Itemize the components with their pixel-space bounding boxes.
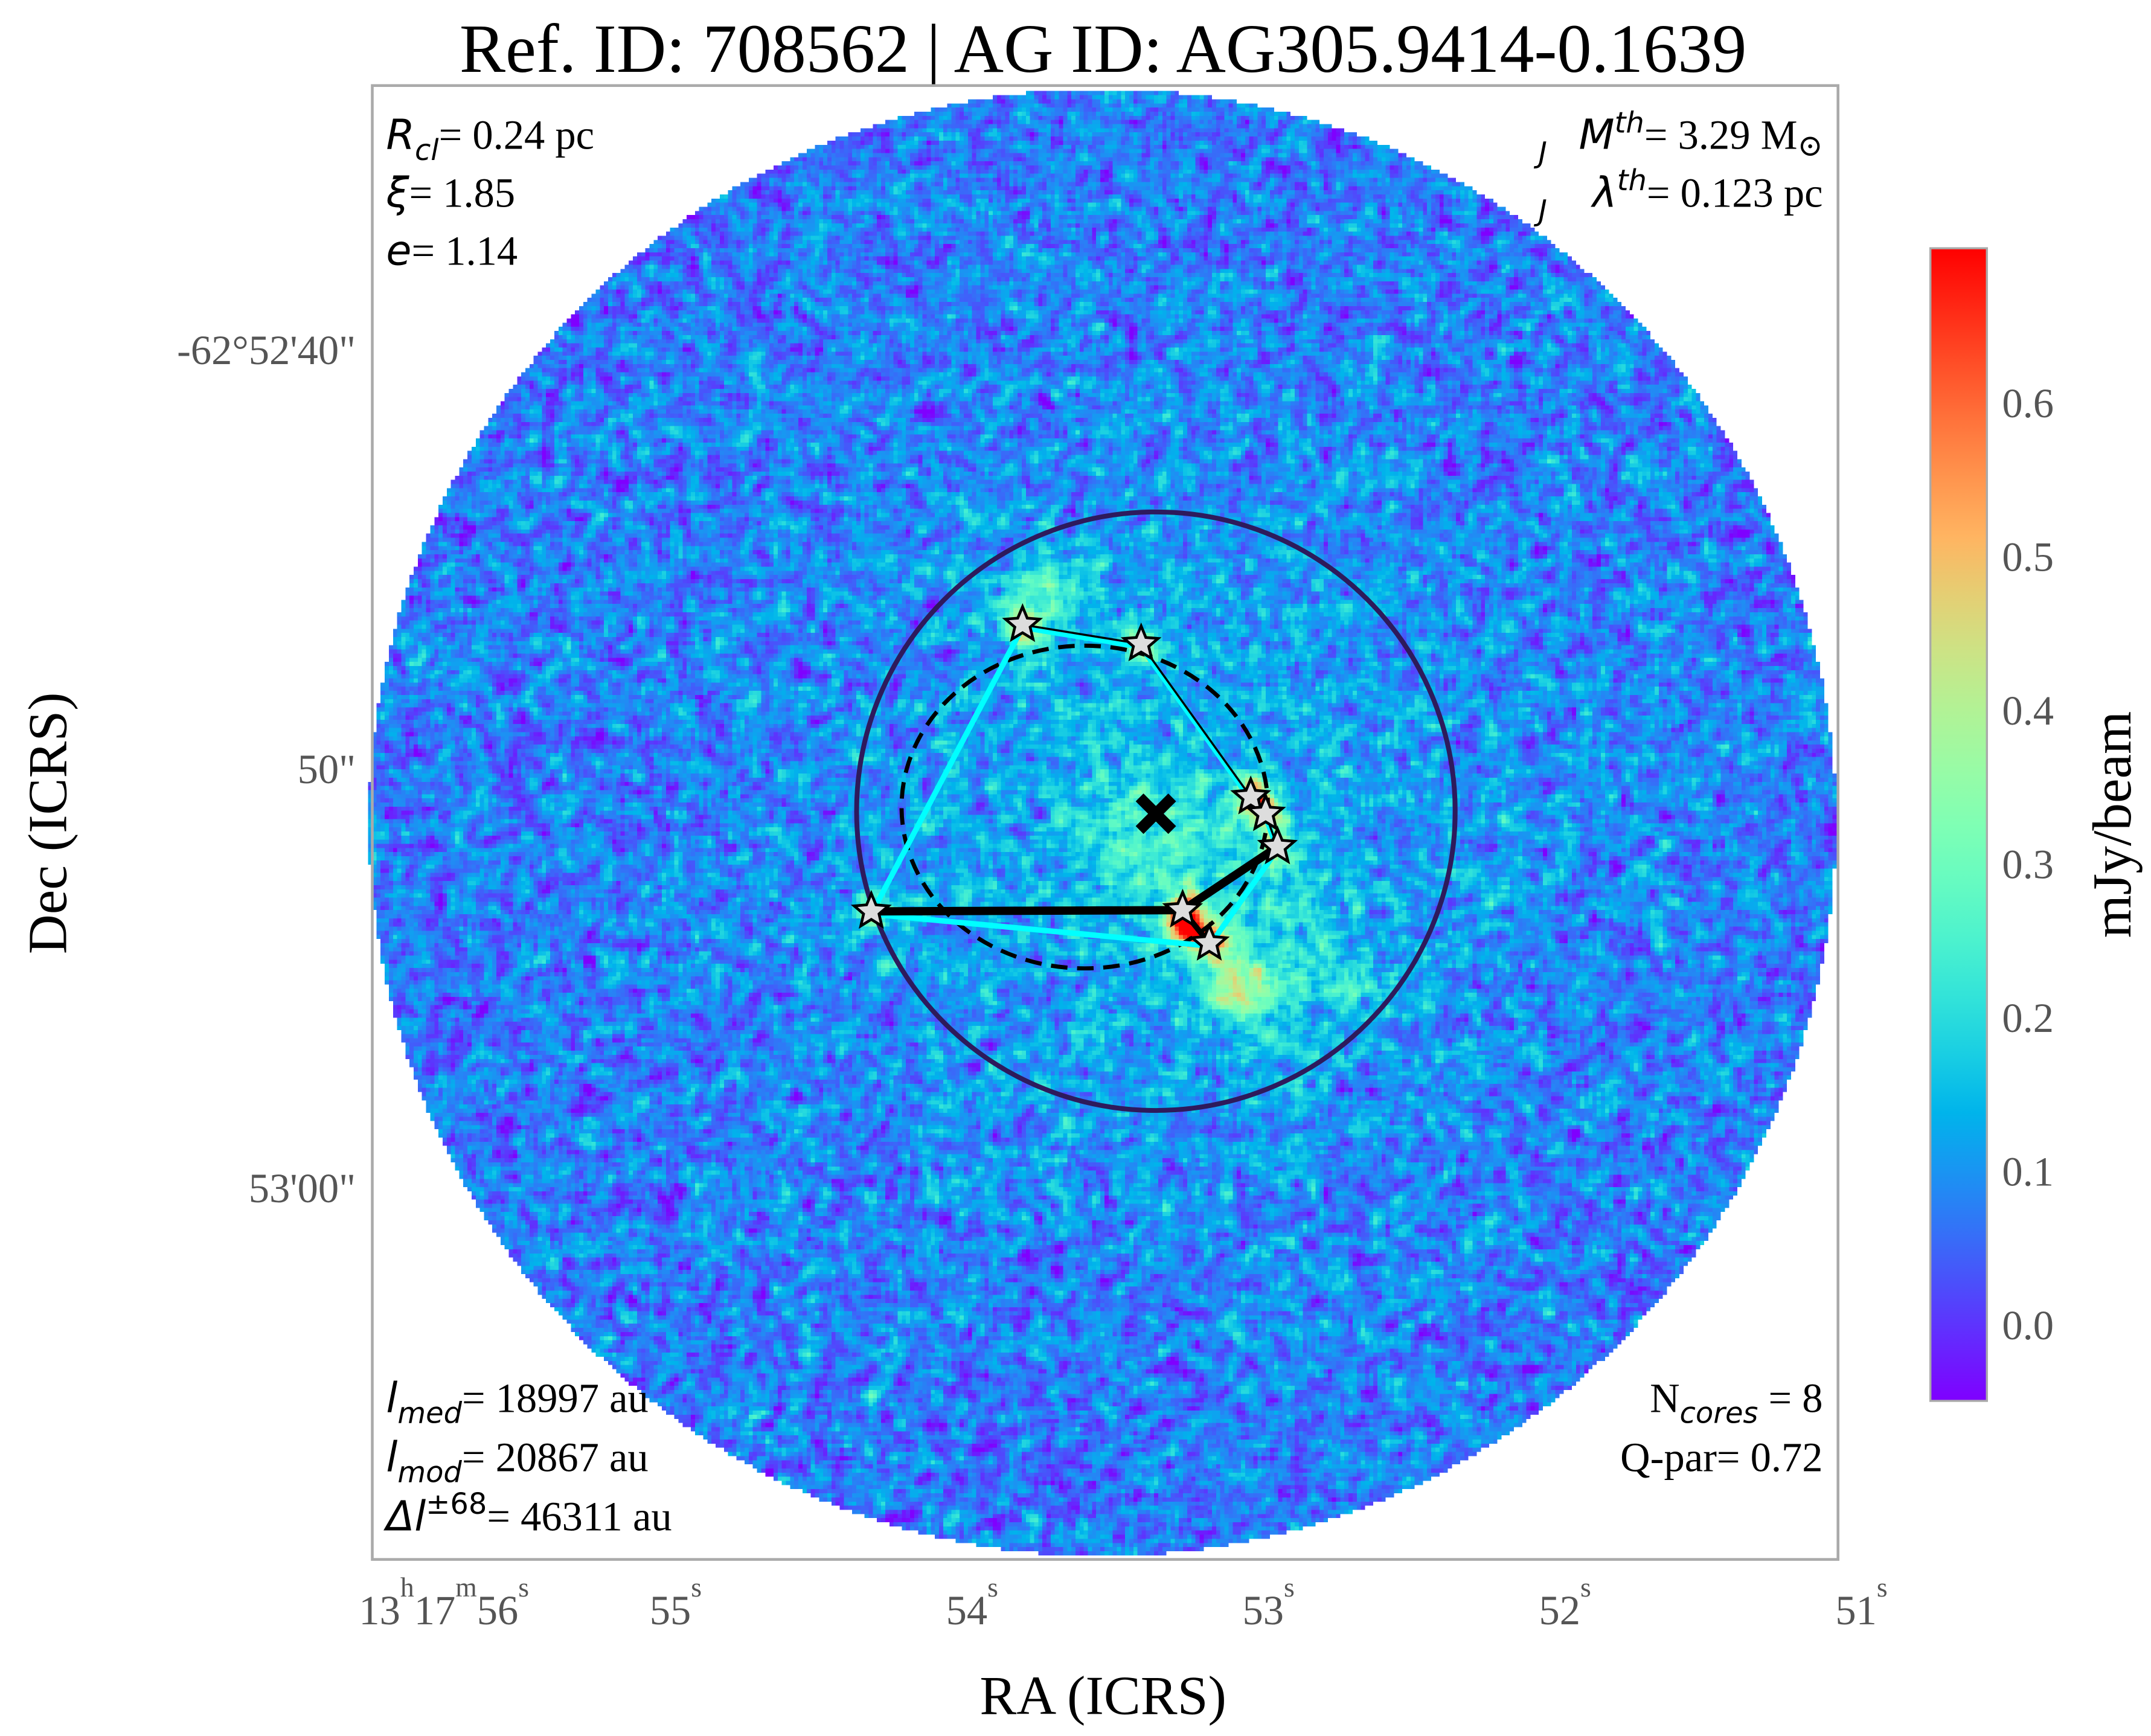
x-tick-label: 51s	[1835, 1572, 1887, 1633]
annotation-e: e= 1.14	[386, 227, 518, 275]
colorbar-tick: 0.2	[2002, 995, 2054, 1041]
x-tick-label: 13h17m56s	[359, 1572, 529, 1633]
hull-edge	[1138, 645, 1253, 802]
y-axis-label: Dec (ICRS)	[18, 692, 79, 954]
annotation-l-mod: lmod= 20867 au	[386, 1433, 648, 1489]
x-tick-label: 52s	[1539, 1572, 1591, 1633]
colorbar-tick: 0.4	[2002, 688, 2054, 734]
core-star-marker	[1188, 921, 1230, 961]
x-axis-label: RA (ICRS)	[979, 1665, 1226, 1726]
colorbar-tick: 0.3	[2002, 841, 2054, 887]
colorbar-tick-labels: 0.0 0.1 0.2 0.3 0.4 0.5 0.6	[2002, 380, 2054, 1348]
hull-edge	[868, 626, 1025, 916]
x-tick-labels: 13h17m56s 55s 54s 53s 52s 51s	[359, 1572, 1887, 1633]
colorbar-tick: 0.5	[2002, 534, 2054, 580]
annotation-n-cores: Ncores = 8	[1650, 1375, 1822, 1430]
annotation-jeans-length: λth= 0.123 pc	[1590, 164, 1822, 217]
mst-edge	[1022, 623, 1141, 645]
mst-edge	[1180, 843, 1280, 914]
core-star-marker	[850, 889, 892, 929]
overlay-layer	[850, 509, 1458, 1113]
axes-frame	[371, 84, 1839, 1561]
annotations-top-right: Mth= 3.29 M⊙ λth= 0.123 pc J J	[1534, 106, 1823, 228]
annotations-bottom-right: Ncores = 8 Q-par= 0.72	[1620, 1375, 1822, 1480]
mst-edge	[1140, 643, 1252, 798]
core-star-marker	[1230, 775, 1272, 815]
hull-edge	[871, 911, 1210, 949]
colorbar-tick: 0.1	[2002, 1148, 2054, 1194]
x-tick-label: 55s	[650, 1572, 702, 1633]
annotations-bottom-left: lmed= 18997 au lmod= 20867 au Δl±68= 463…	[383, 1374, 672, 1540]
annotation-jeans-sub-j2: J	[1534, 194, 1547, 228]
colorbar	[1929, 247, 1988, 1402]
core-star-marker	[1257, 825, 1298, 865]
annotation-delta-l: Δl±68= 46311 au	[383, 1487, 672, 1540]
annotation-r-cl: Rcl= 0.24 pc	[386, 111, 594, 167]
annotations-top-left: Rcl= 0.24 pc ξ= 1.85 e= 1.14	[385, 111, 594, 275]
core-star-marker	[1120, 622, 1162, 662]
chart-title: Ref. ID: 708562 | AG ID: AG305.9414-0.16…	[460, 10, 1746, 87]
y-tick-label: 53'00"	[249, 1165, 356, 1211]
mst-edge	[871, 906, 1183, 916]
hull-edge	[1207, 848, 1280, 948]
annotation-jeans-mass: Mth= 3.29 M⊙	[1579, 106, 1823, 162]
annotation-jeans-sub-j: J	[1534, 136, 1547, 170]
clump-circle	[854, 509, 1458, 1113]
annotation-q-par: Q-par= 0.72	[1620, 1434, 1822, 1480]
annotation-l-med: lmed= 18997 au	[386, 1374, 648, 1430]
core-star-marker	[1245, 792, 1286, 831]
y-tick-labels: -62°52'40" 50" 53'00"	[177, 327, 356, 1211]
center-cross-marker	[1135, 793, 1176, 834]
x-tick-label: 54s	[946, 1572, 998, 1633]
y-tick-label: 50"	[298, 746, 356, 792]
annotation-xi: ξ= 1.85	[385, 169, 515, 217]
colorbar-tick: 0.0	[2002, 1302, 2054, 1348]
core-star-marker	[1002, 603, 1043, 642]
colorbar-tick: 0.6	[2002, 380, 2054, 426]
x-tick-label: 53s	[1243, 1572, 1295, 1633]
hull-edge	[1022, 624, 1142, 650]
core-star-marker	[1162, 888, 1204, 928]
colorbar-label: mJy/beam	[2082, 711, 2143, 938]
y-tick-label: -62°52'40"	[177, 327, 356, 373]
